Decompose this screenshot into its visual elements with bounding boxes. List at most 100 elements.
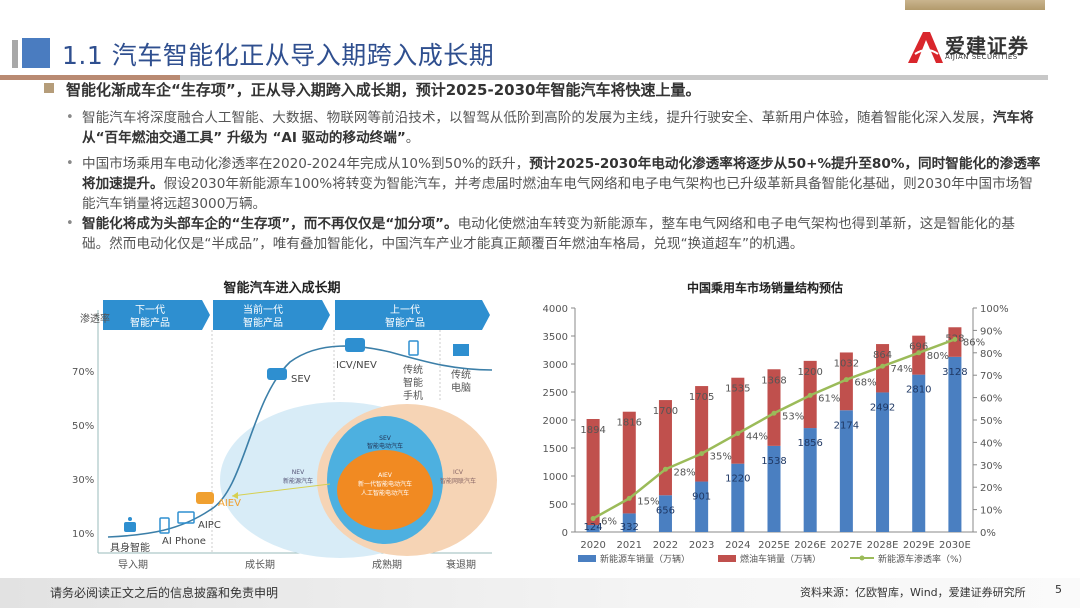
rate-point [916,350,922,356]
lifecycle-diagram: 智能汽车进入成长期 下一代 智能产品 当前一代 智能产品 上一代 智能产品 渗透… [72,280,497,571]
bar-label-fuel: 1032 [834,358,859,369]
diagram-ytick: 30% [72,475,94,486]
bar-fuel [731,377,745,464]
y2-tick-label: 10% [980,506,1002,517]
legend-label: 新能源车渗透率（%） [878,553,968,565]
monitor-icon [453,344,469,356]
header-divider [0,75,1048,80]
svg-text:人工智能电动汽车: 人工智能电动汽车 [361,489,409,497]
rate-label: 44% [746,431,768,442]
bullet-text: 中国市场乘用车电动化渗透率在2020-2024年完成从10%到50%的跃升， [82,156,530,172]
x-tick-label: 2023 [689,540,714,551]
x-tick-label: 2021 [617,540,642,551]
rate-label: 80% [927,351,949,362]
rate-point [771,410,777,416]
bullet-bold-text: 汽车将从“百年燃油交通工具” 升级为 “AI 驱动的移动终端” [82,110,1034,146]
rate-point [662,466,668,472]
rate-label: 35% [710,452,732,463]
y-tick-label: 1500 [543,444,568,455]
car-icon-sev [267,368,287,380]
bar-fuel [695,386,709,482]
y2-tick-label: 90% [980,326,1002,337]
source-text: 资料来源：亿欧智库，Wind，爱建证券研究所 [800,586,1026,599]
svg-text:ICV: ICV [453,469,464,476]
diagram-ytick: 10% [72,529,94,540]
rate-point [590,516,596,522]
logo-icon [908,32,943,63]
title-marker [22,38,50,68]
point-label: 具身智能 [110,541,150,554]
bar-label-nev: 1856 [797,438,822,449]
x-tick-label: 2024 [725,540,750,551]
bar-fuel [948,327,962,357]
y2-tick-label: 80% [980,349,1002,360]
robot-icon [124,517,136,532]
y-tick-label: 3500 [543,332,568,343]
svg-text:智能网联汽车: 智能网联汽车 [440,477,476,485]
bar-label-nev: 1220 [725,474,750,485]
y-tick-label: 500 [549,500,568,511]
bar-nev [839,410,853,532]
bar-fuel [767,369,781,446]
y2-tick-label: 30% [980,461,1002,472]
bar-fuel [622,411,636,514]
y2-tick-label: 100% [980,304,1009,315]
banner-line: 上一代 [390,304,420,316]
y2-tick-label: 70% [980,371,1002,382]
rate-label: 6% [601,517,617,528]
bar-label-nev: 2810 [906,385,931,396]
bar-label-fuel: 1535 [725,384,750,395]
bar-nev [731,463,745,532]
diagram-ytick: 50% [72,421,94,432]
rate-point [626,495,632,501]
x-tick-label: 2026E [794,540,826,551]
svg-text:智能: 智能 [403,376,423,389]
bar-fuel [586,418,600,526]
svg-text:AIEV: AIEV [378,472,393,479]
svg-text:电脑: 电脑 [451,381,471,394]
banner-line: 当前一代 [243,303,283,316]
rate-point [880,363,886,369]
banner-last-gen: 上一代 智能产品 [335,300,490,330]
chart-title: 中国乘用车市场销量结构预估 [687,280,843,295]
bar-nev [767,445,781,532]
bar-nev [876,392,890,532]
svg-text:新一代智能电动汽车: 新一代智能电动汽车 [358,480,412,488]
title-marker-gray [12,40,18,68]
page-number: 5 [1055,583,1062,596]
diagram-title: 智能汽车进入成长期 [223,280,340,296]
bullet-bold-text: 预计2025-2030年电动化渗透率将逐步从50+%提升至80%，同时智能化的渗… [82,156,1041,192]
rate-point [735,430,741,436]
logo-text: 爱建证券 [945,34,1029,58]
banner-line: 下一代 [135,304,165,316]
y2-tick-label: 0% [980,528,996,539]
y-tick-label: 0 [562,528,568,539]
y-tick-label: 3000 [543,360,568,371]
bullet-dot: • [66,110,74,125]
point-label: AIEV [218,498,241,509]
y-tick-label: 4000 [543,304,568,315]
diagram-ytick: 70% [72,367,94,378]
bar-nev [803,428,817,532]
legend-label: 新能源车销量（万辆） [600,553,690,565]
y-tick-label: 2000 [543,416,568,427]
rate-label: 68% [854,378,876,389]
rate-point [952,336,958,342]
svg-text:智能电动汽车: 智能电动汽车 [367,442,403,450]
y2-tick-label: 20% [980,483,1002,494]
point-label: AI Phone [162,536,206,547]
disclaimer-text: 请务必阅读正文之后的信息披露和免责申明 [50,586,279,600]
bar-label-nev: 656 [656,505,675,516]
rate-label: 53% [782,411,804,422]
banner-line: 智能产品 [130,316,170,329]
svg-text:SEV: SEV [379,435,392,442]
svg-text:传统: 传统 [451,368,471,381]
banner-line: 智能产品 [243,316,283,329]
legend-label: 燃油车销量（万辆） [740,553,821,565]
bullet-3: • 智能化将成为头部车企的“生存项”，而不再仅仅是“加分项”。电动化使燃油车转变为… [66,214,1042,254]
bar-label-nev: 1538 [761,456,786,467]
rate-label: 74% [891,364,913,375]
bullet-dot: • [66,216,74,231]
y-tick-label: 2500 [543,388,568,399]
rate-point [807,392,813,398]
